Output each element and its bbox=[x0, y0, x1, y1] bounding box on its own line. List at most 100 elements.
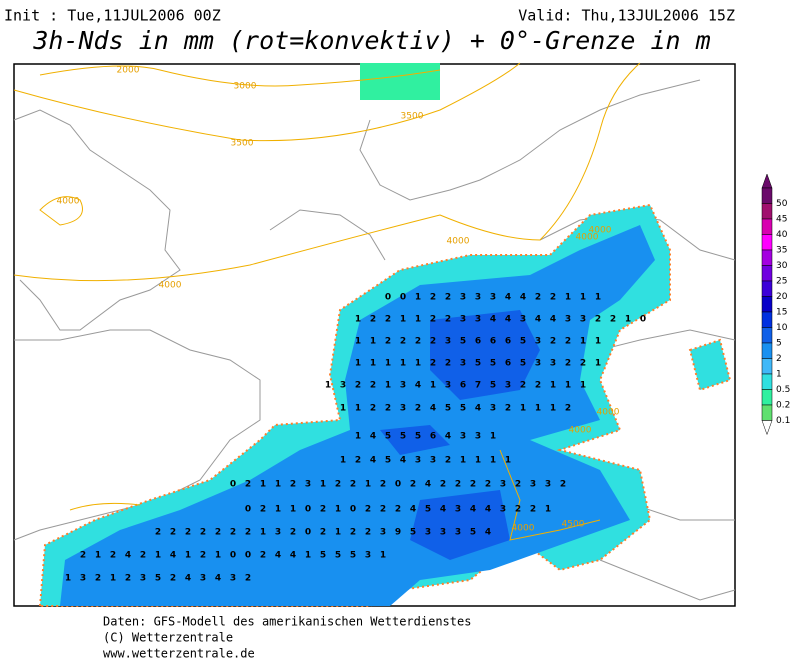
precip-value: 2 bbox=[230, 528, 236, 538]
contour-labels: 2000300035003500400040004000400040004000… bbox=[57, 66, 620, 534]
colorbar-swatch bbox=[761, 280, 773, 297]
precip-value: 1 bbox=[275, 505, 281, 515]
precip-value: 6 bbox=[460, 381, 466, 391]
precip-value: 1 bbox=[400, 315, 406, 325]
precip-value: 2 bbox=[415, 404, 421, 414]
precip-value: 2 bbox=[335, 480, 341, 490]
precip-value: 3 bbox=[490, 293, 496, 303]
precip-value: 2 bbox=[455, 480, 461, 490]
precip-value: 5 bbox=[385, 456, 391, 466]
precip-value: 2 bbox=[110, 551, 116, 561]
precip-value: 2 bbox=[400, 337, 406, 347]
colorbar-swatch bbox=[761, 373, 773, 390]
precip-value: 2 bbox=[410, 480, 416, 490]
title: 3h-Nds in mm (rot=konvektiv) + 0°-Grenze… bbox=[32, 26, 710, 55]
precip-value: 2 bbox=[200, 551, 206, 561]
precip-value: 7 bbox=[475, 381, 481, 391]
precip-value: 5 bbox=[385, 432, 391, 442]
precip-value: 3 bbox=[275, 528, 281, 538]
precip-value: 2 bbox=[170, 528, 176, 538]
precip-value: 2 bbox=[430, 337, 436, 347]
precip-value: 2 bbox=[485, 480, 491, 490]
precip-value: 1 bbox=[185, 551, 191, 561]
precip-value: 4 bbox=[485, 528, 491, 538]
precip-value: 1 bbox=[385, 381, 391, 391]
valid-time: Valid: Thu,13JUL2006 15Z bbox=[518, 7, 735, 25]
precip-value: 4 bbox=[170, 551, 176, 561]
precip-value: 4 bbox=[440, 505, 446, 515]
precip-value: 2 bbox=[170, 574, 176, 584]
precip-value: 3 bbox=[500, 480, 506, 490]
precip-value: 1 bbox=[355, 432, 361, 442]
precip-value: 2 bbox=[415, 337, 421, 347]
precip-value: 2 bbox=[320, 505, 326, 515]
precip-value: 1 bbox=[380, 551, 386, 561]
precip-value: 3 bbox=[455, 528, 461, 538]
precip-value: 1 bbox=[335, 528, 341, 538]
precip-value: 2 bbox=[430, 315, 436, 325]
precip-value: 2 bbox=[440, 480, 446, 490]
precip-value: 1 bbox=[65, 574, 71, 584]
precip-value: 3 bbox=[460, 359, 466, 369]
precip-value: 1 bbox=[260, 528, 266, 538]
colorbar-swatch bbox=[761, 203, 773, 220]
precip-value: 3 bbox=[455, 505, 461, 515]
precip-value: 3 bbox=[230, 574, 236, 584]
precip-value: 2 bbox=[565, 359, 571, 369]
precip-value: 2 bbox=[370, 381, 376, 391]
precip-values: 0 0 1 2 2 3 3 3 4 4 2 2 1 1 11 2 2 1 1 2 2 3 3 4 4 3 4 4 3 3 2 2 1 01 1 2 2 2… bbox=[65, 293, 646, 584]
precip-value: 0 bbox=[395, 480, 401, 490]
precip-value: 1 bbox=[260, 480, 266, 490]
precip-value: 3 bbox=[400, 381, 406, 391]
precip-value: 4 bbox=[505, 293, 511, 303]
precip-value: 3 bbox=[200, 574, 206, 584]
precip-value: 1 bbox=[400, 359, 406, 369]
precip-value: 1 bbox=[355, 359, 361, 369]
precip-value: 4 bbox=[470, 505, 476, 515]
precip-value: 2 bbox=[245, 480, 251, 490]
colorbar-swatch bbox=[761, 265, 773, 282]
colorbar-label: 45 bbox=[776, 215, 787, 225]
precip-value: 4 bbox=[430, 404, 436, 414]
precip-value: 2 bbox=[610, 315, 616, 325]
precip-value: 4 bbox=[445, 432, 451, 442]
precip-value: 1 bbox=[580, 293, 586, 303]
precip-value: 5 bbox=[155, 574, 161, 584]
precip-value: 2 bbox=[565, 404, 571, 414]
precip-value: 2 bbox=[445, 456, 451, 466]
precip-value: 1 bbox=[545, 505, 551, 515]
precip-value: 1 bbox=[415, 359, 421, 369]
precip-value: 5 bbox=[410, 528, 416, 538]
precip-value: 4 bbox=[550, 315, 556, 325]
precip-value: 4 bbox=[425, 480, 431, 490]
precip-value: 1 bbox=[475, 456, 481, 466]
precip-value: 1 bbox=[520, 404, 526, 414]
colorbar-cap-bottom bbox=[761, 420, 773, 436]
precip-value: 1 bbox=[370, 337, 376, 347]
precip-value: 6 bbox=[430, 432, 436, 442]
colorbar-label: 0.5 bbox=[776, 385, 790, 395]
precip-value: 2 bbox=[355, 456, 361, 466]
precip-value: 4 bbox=[410, 505, 416, 515]
precip-value: 1 bbox=[565, 381, 571, 391]
contour-label: 2000 bbox=[117, 66, 140, 76]
precip-value: 2 bbox=[245, 528, 251, 538]
colorbar-label: 10 bbox=[776, 323, 788, 333]
precip-value: 2 bbox=[245, 574, 251, 584]
precip-value: 1 bbox=[275, 480, 281, 490]
precip-value: 2 bbox=[140, 551, 146, 561]
precip-value: 2 bbox=[80, 551, 86, 561]
precip-value: 3 bbox=[340, 381, 346, 391]
precip-value: 2 bbox=[185, 528, 191, 538]
precip-value: 5 bbox=[415, 432, 421, 442]
precip-value: 3 bbox=[305, 480, 311, 490]
precip-value: 0 bbox=[305, 528, 311, 538]
colorbar-swatch bbox=[761, 187, 773, 204]
init-time: Init : Tue,11JUL2006 00Z bbox=[4, 7, 221, 25]
precip-value: 0 bbox=[230, 480, 236, 490]
precip-value: 5 bbox=[490, 381, 496, 391]
precip-value: 2 bbox=[385, 315, 391, 325]
precip-value: 1 bbox=[365, 480, 371, 490]
colorbar-label: 2 bbox=[776, 354, 782, 364]
precip-value: 0 bbox=[385, 293, 391, 303]
